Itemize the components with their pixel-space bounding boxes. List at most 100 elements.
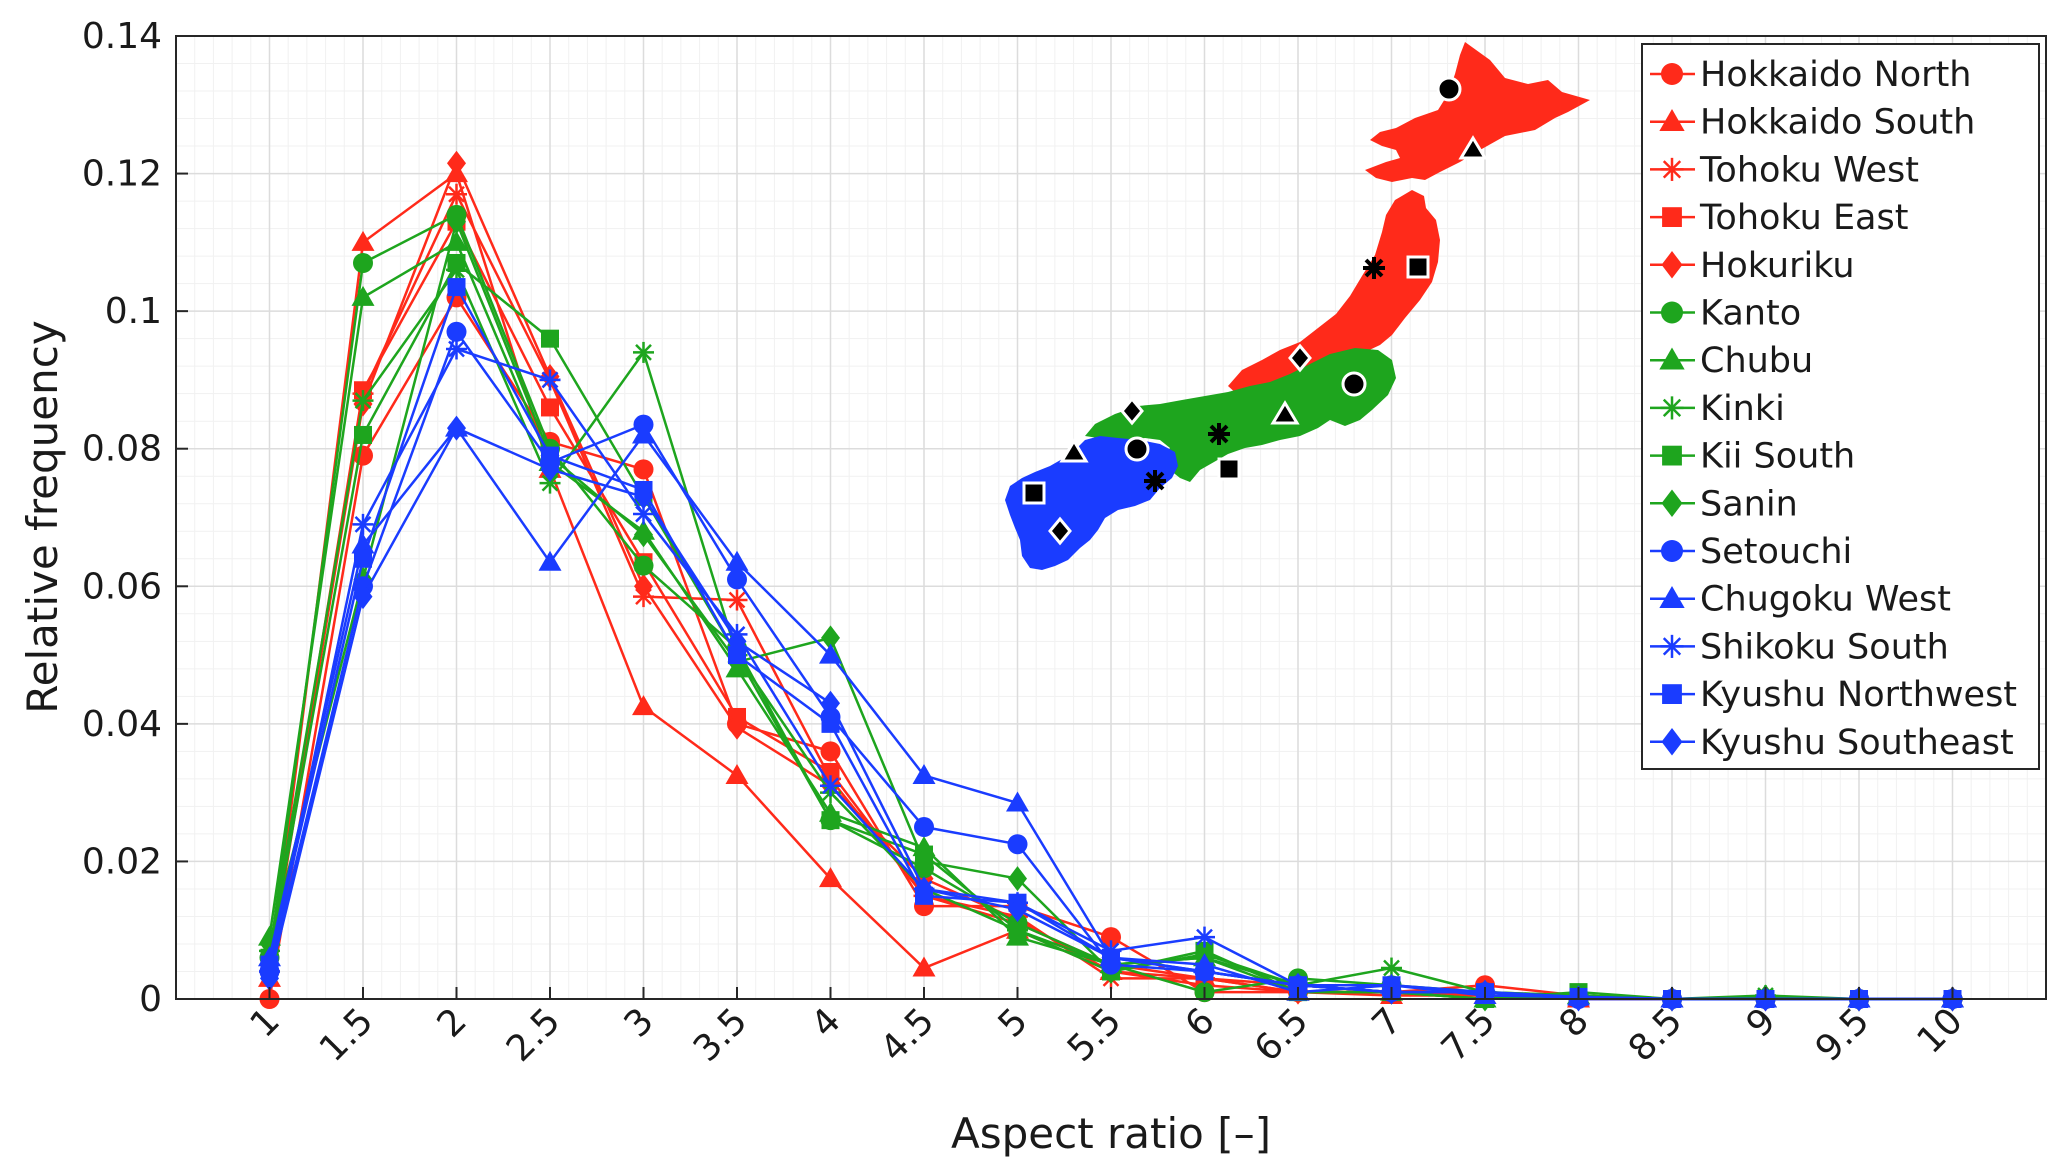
data-point-triangle <box>351 285 375 306</box>
legend-item-tohoku-west: Tohoku West <box>1650 150 1919 190</box>
data-point-asterisk <box>539 472 561 494</box>
legend-box <box>1641 43 2040 770</box>
legend-item-hokkaido-north: Hokkaido North <box>1650 55 1971 95</box>
data-point-diamond <box>1008 866 1027 892</box>
legend-item-chubu: Chubu <box>1650 341 1813 381</box>
x-tick-label: 7.5 <box>1434 1000 1503 1069</box>
data-point-diamond <box>727 714 747 740</box>
data-point-triangle <box>819 643 842 664</box>
data-point-circle <box>1101 927 1121 948</box>
data-point-triangle <box>1659 586 1685 609</box>
data-point-triangle <box>351 230 375 251</box>
data-point-diamond <box>821 625 840 651</box>
map-marker-square-icon <box>1406 255 1430 279</box>
honshu-central-shape <box>1085 348 1396 482</box>
x-tick-label: 3.5 <box>686 1000 755 1069</box>
map-asterisk-markers <box>1144 257 1385 492</box>
y-tick-label: 0 <box>139 979 162 1020</box>
map-marker-asterisk-icon <box>1144 470 1166 492</box>
data-point-triangle <box>912 956 936 977</box>
y-tick-label: 0.04 <box>82 704 162 745</box>
data-point-asterisk <box>1194 926 1215 948</box>
x-tick-label: 1 <box>243 1000 288 1045</box>
map-marker-asterisk-icon <box>1208 423 1230 445</box>
legend-item-kinki: Kinki <box>1650 389 1785 429</box>
asterisk-stroke <box>635 344 652 361</box>
data-point-diamond <box>260 965 279 991</box>
x-tick-label: 3 <box>617 1000 662 1045</box>
legend-items: Hokkaido North Hokkaido South Tohoku West T… <box>1650 55 2017 763</box>
x-tick-label: 7 <box>1365 1000 1410 1045</box>
y-tick-label: 0.06 <box>82 566 162 607</box>
data-point-diamond <box>634 573 653 599</box>
data-point-diamond <box>1101 945 1121 971</box>
data-point-diamond <box>447 415 466 441</box>
data-point-square <box>354 549 372 568</box>
data-point-square <box>1662 445 1682 466</box>
y-tick-label: 0.1 <box>105 291 162 332</box>
data-point-diamond <box>634 522 653 548</box>
data-point-asterisk <box>633 341 654 363</box>
data-point-circle <box>1661 63 1683 85</box>
x-tick-label: 2 <box>430 1000 475 1045</box>
legend-item-kanto: Kanto <box>1650 294 1801 334</box>
y-tick-label: 0.14 <box>82 16 162 57</box>
hokkaido-shape <box>1365 42 1590 182</box>
data-point-diamond <box>447 209 466 235</box>
x-tick-label: 6 <box>1178 1000 1223 1045</box>
asterisk-stroke <box>541 474 559 492</box>
x-tick-label: 5 <box>991 1000 1036 1045</box>
data-point-square <box>354 425 372 444</box>
asterisk-stroke <box>1662 160 1682 179</box>
data-point-triangle <box>725 550 749 571</box>
data-point-circle <box>820 741 841 762</box>
data-point-diamond <box>1008 897 1027 923</box>
legend-label: Tohoku East <box>1699 198 1908 238</box>
data-point-asterisk <box>1660 396 1684 420</box>
legend-label: Kii South <box>1700 437 1855 477</box>
legend-item-chugoku-west: Chugoku West <box>1650 580 1951 620</box>
data-point-triangle <box>912 763 936 784</box>
asterisk-stroke <box>728 591 746 609</box>
data-point-diamond <box>353 584 373 610</box>
data-point-circle <box>633 459 654 480</box>
data-point-asterisk <box>352 390 374 412</box>
honshu-north-shape <box>1228 190 1440 395</box>
data-point-diamond <box>914 876 934 902</box>
data-point-circle <box>353 252 373 273</box>
data-point-asterisk <box>446 338 467 360</box>
map-marker-triangle-icon <box>1458 135 1488 160</box>
asterisk-stroke <box>1196 928 1213 946</box>
asterisk-stroke <box>635 505 652 523</box>
data-point-asterisk <box>1381 957 1402 979</box>
x-tick-label: 2.5 <box>499 1000 568 1069</box>
data-point-triangle <box>538 550 562 571</box>
japan-region-map <box>1005 42 1590 570</box>
legend-label: Chugoku West <box>1700 580 1951 620</box>
x-tick-label: 1.5 <box>312 1000 381 1069</box>
map-marker-square-icon <box>1022 481 1046 505</box>
legend-item-kyushu-northwest: Kyushu Northwest <box>1650 675 2017 715</box>
data-point-circle <box>1007 834 1028 855</box>
map-marker-diamond-icon <box>1120 396 1144 426</box>
asterisk-stroke <box>541 371 559 389</box>
data-point-triangle <box>632 423 655 444</box>
data-point-asterisk <box>446 183 467 205</box>
data-point-diamond <box>914 848 934 874</box>
data-point-circle <box>1661 301 1683 324</box>
legend-item-hokkaido-south: Hokkaido South <box>1650 103 1975 143</box>
data-point-diamond <box>727 628 747 654</box>
data-point-diamond <box>1661 728 1683 756</box>
data-point-triangle <box>1659 109 1685 132</box>
legend-item-setouchi: Setouchi <box>1650 532 1852 572</box>
legend-item-sanin: Sanin <box>1650 484 1798 524</box>
legend-label: Sanin <box>1700 484 1798 524</box>
y-axis-ticks: 0 0.02 0.04 0.06 0.08 0.1 0.12 0.14 <box>82 16 188 1020</box>
data-point-square <box>541 398 559 417</box>
x-tick-label: 8.5 <box>1621 1000 1690 1069</box>
x-tick-label: 4 <box>804 1000 849 1045</box>
data-point-triangle <box>1659 347 1685 370</box>
x-tick-label: 6.5 <box>1247 1000 1316 1069</box>
data-point-circle <box>446 321 467 342</box>
